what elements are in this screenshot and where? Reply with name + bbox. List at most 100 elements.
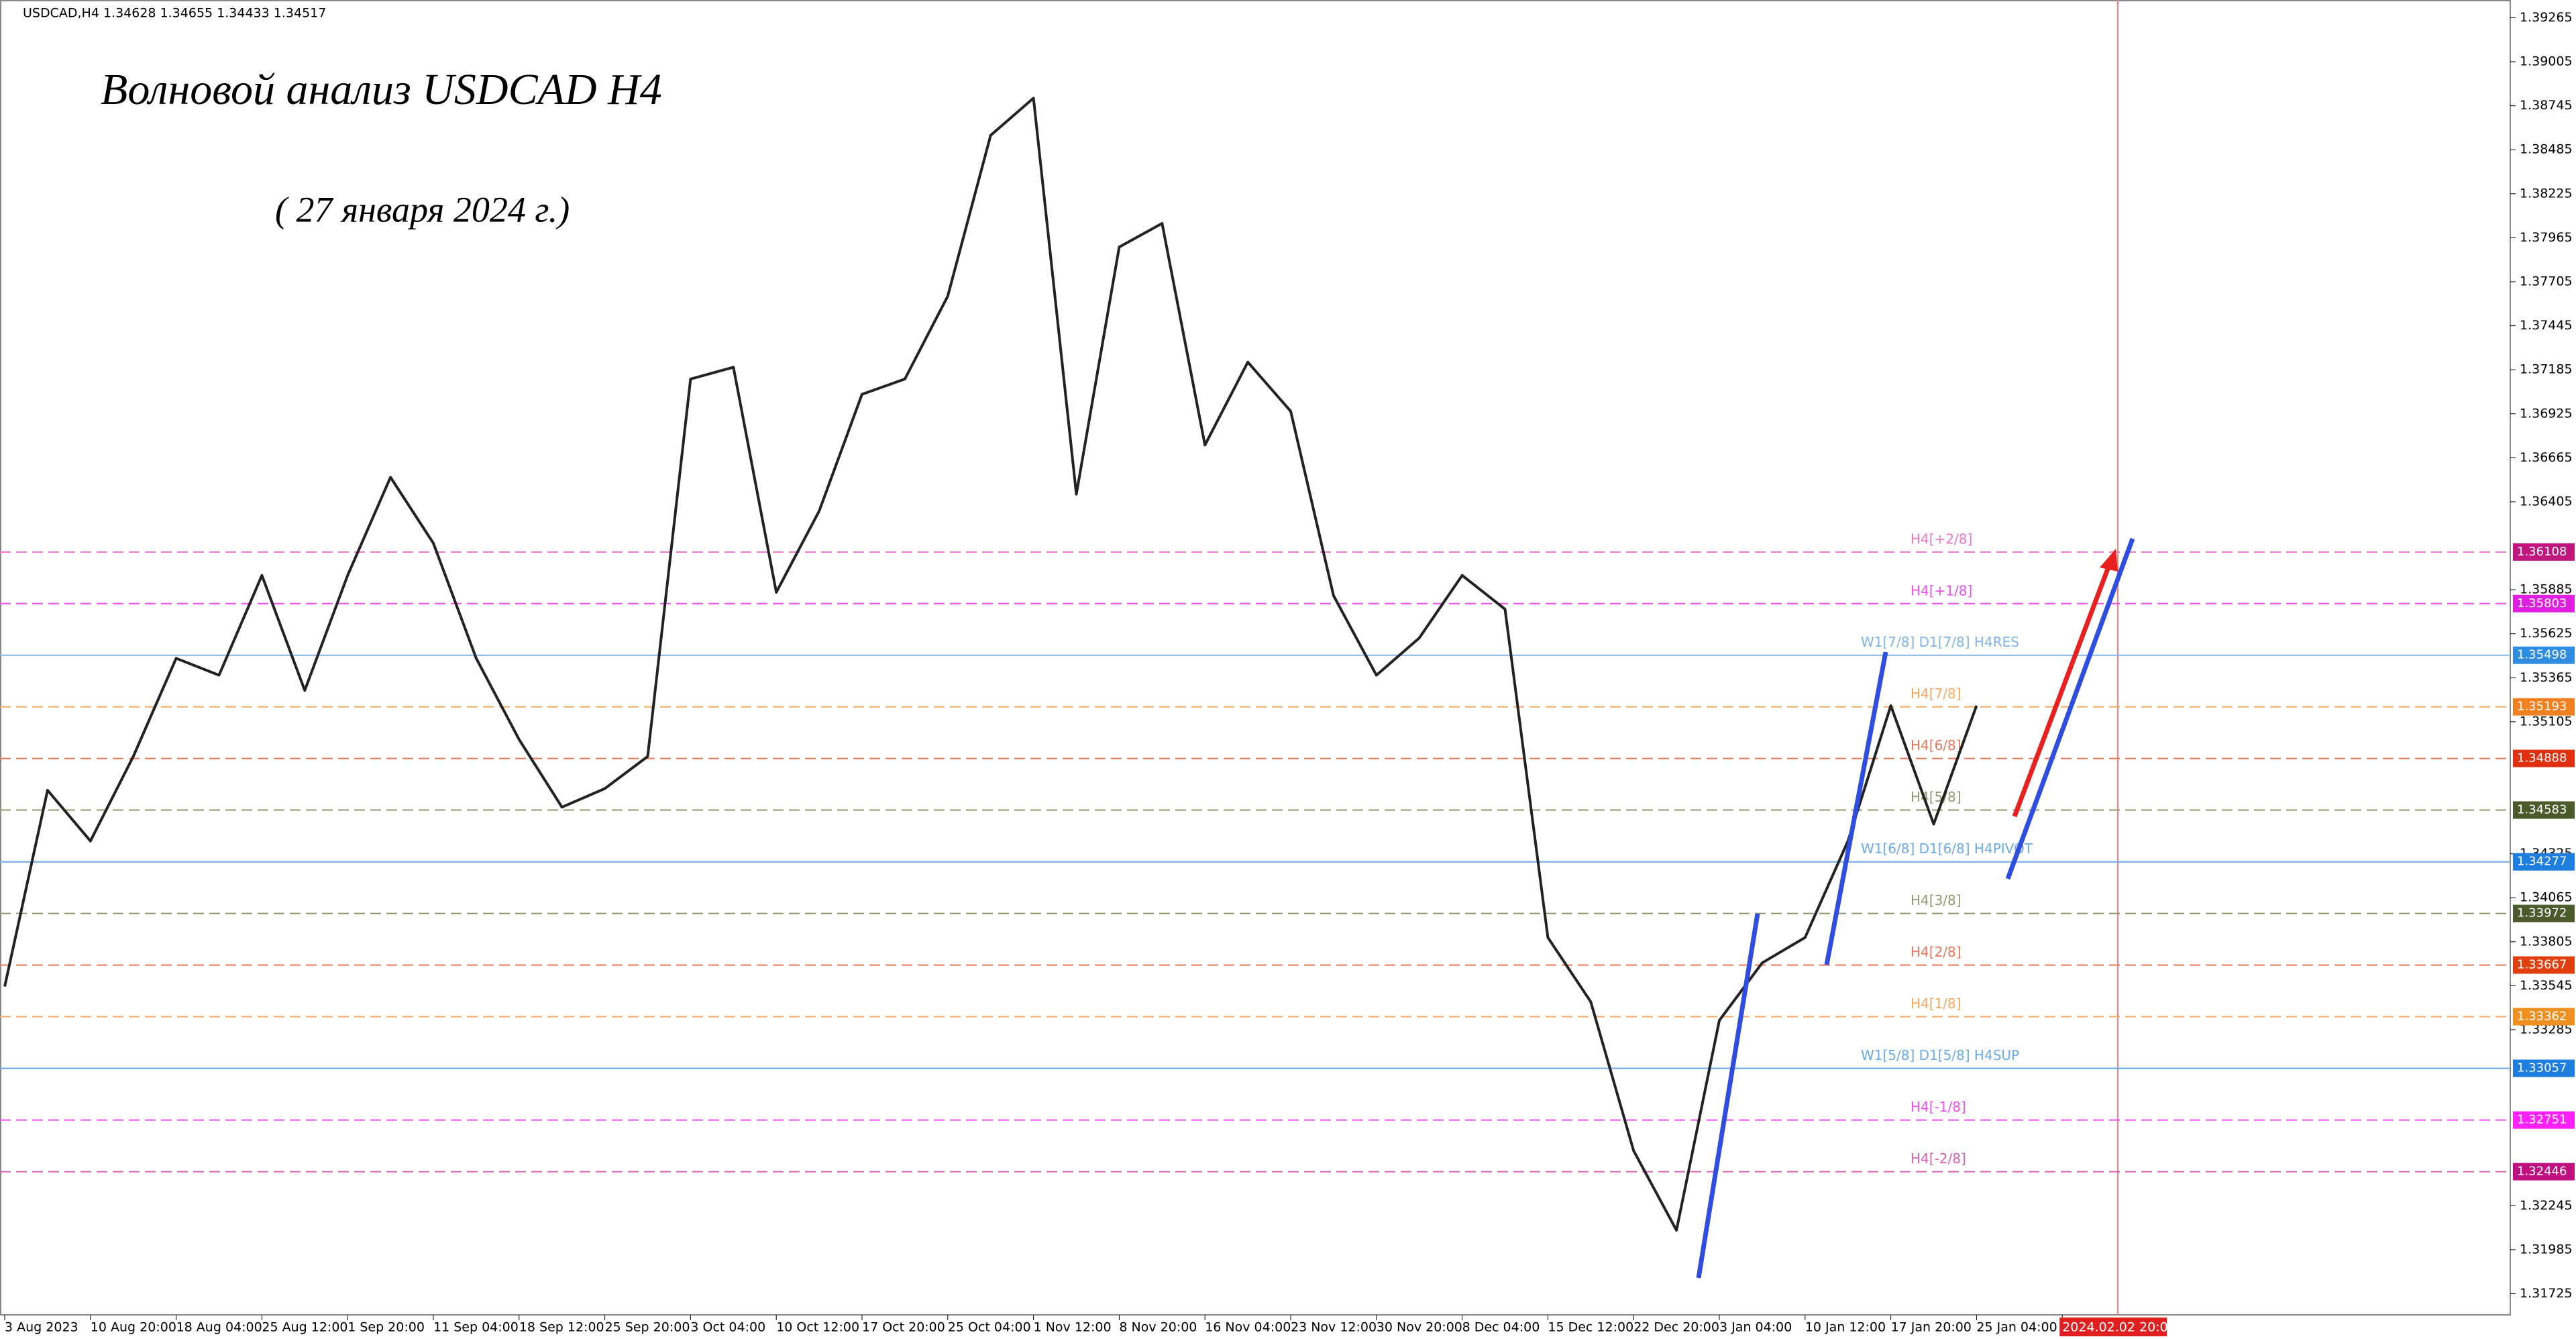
forecast-arrow [2012, 562, 2112, 818]
level-badge-label: 1.32446 [2517, 1165, 2567, 1179]
level-label: H4[+2/8] [1911, 531, 1972, 547]
x-tick-label: 25 Oct 04:00 [948, 1320, 1031, 1335]
level-badge [2513, 853, 2575, 871]
y-tick-label: 1.39005 [2520, 54, 2573, 69]
y-tick-label: 1.32245 [2520, 1198, 2573, 1213]
level-label: H4[7/8] [1911, 686, 1962, 702]
level-label: H4[+1/8] [1911, 582, 1972, 598]
level-badge-label: 1.34583 [2517, 803, 2567, 817]
trend-line [1696, 913, 1760, 1279]
y-tick-label: 1.37965 [2520, 230, 2573, 245]
x-tick-label: 25 Jan 04:00 [1976, 1320, 2057, 1335]
y-tick-label: 1.37185 [2520, 362, 2573, 377]
y-tick-label: 1.38745 [2520, 98, 2573, 113]
y-tick-label: 1.35625 [2520, 626, 2573, 641]
header: USDCAD,H4 1.34628 1.34655 1.34433 1.3451… [23, 6, 326, 21]
x-tick-label: 10 Oct 12:00 [776, 1320, 859, 1335]
y-tick-label: 1.33285 [2520, 1022, 2573, 1036]
level-label: W1[6/8] D1[6/8] H4PIVOT [1861, 841, 2033, 857]
level-badge-label: 1.35803 [2517, 596, 2567, 610]
x-tick-label: 17 Oct 20:00 [862, 1320, 945, 1335]
x-tick-label: 10 Jan 12:00 [1805, 1320, 1886, 1335]
level-label: H4[2/8] [1911, 944, 1962, 960]
arrow-head [2100, 549, 2118, 572]
level-badge [2513, 646, 2575, 664]
level-badge-label: 1.34888 [2517, 751, 2567, 765]
level-label: W1[5/8] D1[5/8] H4SUP [1861, 1047, 2019, 1063]
level-badge-label: 1.34277 [2517, 855, 2567, 869]
y-tick-label: 1.37705 [2520, 274, 2573, 289]
level-badge [2513, 904, 2575, 922]
y-tick-label: 1.36665 [2520, 450, 2573, 465]
level-badge [2513, 956, 2575, 974]
y-tick-label: 1.36405 [2520, 494, 2573, 508]
x-tick-label: 3 Oct 04:00 [690, 1320, 765, 1335]
level-badge-label: 1.36108 [2517, 545, 2567, 559]
x-tick-label: 25 Sep 20:00 [605, 1320, 690, 1335]
y-tick-label: 1.31985 [2520, 1242, 2573, 1256]
x-tick-label: 18 Aug 04:00 [176, 1320, 262, 1335]
y-tick-label: 1.35365 [2520, 670, 2573, 685]
level-badge [2513, 749, 2575, 767]
x-tick-label: 8 Nov 20:00 [1119, 1320, 1197, 1335]
y-tick-label: 1.35885 [2520, 582, 2573, 597]
price-line [3, 97, 1978, 1232]
level-label: H4[3/8] [1911, 892, 1962, 908]
x-tick-label: 8 Dec 04:00 [1462, 1320, 1540, 1335]
x-tick-label: 3 Jan 04:00 [1719, 1320, 1792, 1335]
level-badge-label: 1.33362 [2517, 1010, 2567, 1024]
level-badge [2513, 1163, 2575, 1181]
x-tick-label: 23 Nov 12:00 [1291, 1320, 1377, 1335]
x-tick-label: 3 Aug 2023 [5, 1320, 78, 1335]
level-badge-label: 1.33972 [2517, 906, 2567, 920]
x-tick-label: 1 Nov 12:00 [1034, 1320, 1112, 1335]
level-badge [2513, 594, 2575, 612]
level-label: H4[6/8] [1911, 737, 1962, 753]
level-badge-label: 1.33667 [2517, 958, 2567, 972]
y-tick-label: 1.39265 [2520, 10, 2573, 25]
y-tick-label: 1.35105 [2520, 714, 2573, 729]
x-tick-label: 18 Sep 12:00 [519, 1320, 604, 1335]
plot-area [0, 0, 2511, 1316]
level-label: H4[-2/8] [1911, 1150, 1966, 1167]
marks: H4[+2/8] H4[+1/8] W1[7/8] D1[7/8] H4RES H4[… [0, 97, 2510, 1232]
level-badge-label: 1.35498 [2517, 648, 2567, 662]
level-badge [2513, 543, 2575, 561]
trend-line [2005, 537, 2135, 880]
level-badge-label: 1.32751 [2517, 1113, 2567, 1127]
x-tick-label: 25 Aug 12:00 [262, 1320, 347, 1335]
chart-subtitle: ( 27 января 2024 г.) [275, 189, 570, 229]
level-label: H4[5/8] [1911, 789, 1962, 805]
x-tick-label: 15 Dec 12:00 [1548, 1320, 1633, 1335]
x-tick-label: 22 Dec 20:00 [1633, 1320, 1719, 1335]
level-label: W1[7/8] D1[7/8] H4RES [1861, 634, 2019, 650]
x-label-highlight [2059, 1318, 2167, 1336]
x-tick-label: 2024.02.02 20:00 [2062, 1320, 2176, 1335]
y-tick-label: 1.34065 [2520, 890, 2573, 905]
level-badge [2513, 1059, 2575, 1077]
level-badge-label: 1.35193 [2517, 700, 2567, 714]
level-badge [2513, 1008, 2575, 1026]
y-tick-label: 1.33545 [2520, 978, 2573, 993]
y-tick-label: 1.33805 [2520, 934, 2573, 949]
y-tick-label: 1.31725 [2520, 1286, 2573, 1301]
level-label: H4[-1/8] [1911, 1099, 1966, 1115]
x-tick-label: 11 Sep 04:00 [433, 1320, 519, 1335]
level-badge [2513, 698, 2575, 716]
y-tick-label: 1.36925 [2520, 406, 2573, 421]
chart-title: Волновой анализ USDCAD H4 [101, 65, 662, 114]
level-badge [2513, 1111, 2575, 1129]
level-badge [2513, 801, 2575, 819]
x-tick-label: 16 Nov 04:00 [1205, 1320, 1291, 1335]
x-tick-label: 17 Jan 20:00 [1891, 1320, 1972, 1335]
level-label: H4[1/8] [1911, 996, 1962, 1012]
y-tick-label: 1.37445 [2520, 318, 2573, 333]
level-badge-label: 1.33057 [2517, 1061, 2567, 1075]
x-tick-label: 30 Nov 20:00 [1377, 1320, 1462, 1335]
x-tick-label: 1 Sep 20:00 [347, 1320, 425, 1335]
y-tick-label: 1.38485 [2520, 142, 2573, 157]
trend-line [1824, 651, 1888, 965]
x-tick-label: 10 Aug 20:00 [91, 1320, 176, 1335]
y-tick-label: 1.38225 [2520, 186, 2573, 201]
